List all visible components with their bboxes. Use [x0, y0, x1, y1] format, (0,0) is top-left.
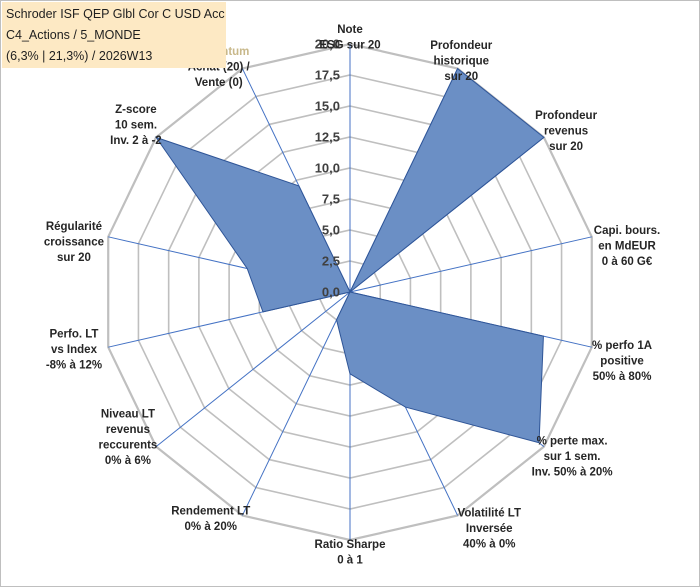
- axis-label-1-line-0: Profondeur: [430, 40, 492, 52]
- axis-label-3-line-1: en MdEUR: [598, 240, 656, 252]
- spoke-9: [155, 291, 351, 448]
- chart-title-line-1: Schroder ISF QEP Glbl Cor C USD Acc: [6, 7, 225, 21]
- axis-label-2-line-0: Profondeur: [535, 110, 597, 122]
- axis-label-12: Z-score 10 sem. Inv. 2 à -2: [110, 104, 162, 147]
- tick-label-5: 12,5: [315, 130, 340, 145]
- tick-label-3: 7,5: [322, 192, 340, 207]
- axis-label-10-line-1: vs Index: [51, 344, 98, 356]
- axis-label-6-line-0: Volatilité LT: [458, 507, 521, 519]
- axis-label-7-line-0: Ratio Sharpe: [315, 539, 386, 551]
- tick-label-8: 20,0: [315, 37, 340, 52]
- axis-label-5-line-1: sur 1 sem.: [544, 451, 601, 463]
- axis-label-0-line-1: ESG sur 20: [319, 40, 380, 52]
- axis-label-6-line-2: 40% à 0%: [463, 538, 515, 550]
- axis-label-9: Niveau LT revenus reccurents 0% à 6%: [99, 408, 158, 467]
- axis-label-11-line-2: sur 20: [57, 252, 91, 264]
- tick-label-2: 5,0: [322, 223, 340, 238]
- axis-label-11: Régularité croissance sur 20: [44, 221, 104, 264]
- axis-label-3-line-0: Capi. bours.: [594, 225, 660, 237]
- axis-label-10: Perfo. LT vs Index -8% à 12%: [46, 329, 102, 372]
- axis-label-1-line-1: historique: [433, 56, 489, 68]
- axis-label-0: Note ESG sur 20: [319, 24, 380, 52]
- tick-label-6: 15,0: [315, 99, 340, 114]
- axis-label-4-line-1: positive: [600, 355, 643, 367]
- axis-label-11-line-1: croissance: [44, 236, 104, 248]
- axis-label-7: Ratio Sharpe 0 à 1: [315, 539, 386, 567]
- axis-label-4: % perfo 1A positive 50% à 80%: [592, 340, 652, 383]
- spoke-3: [349, 236, 592, 293]
- axis-label-8-line-0: Rendement LT: [171, 505, 250, 517]
- axis-label-9-line-1: revenus: [106, 424, 150, 436]
- axis-label-3: Capi. bours. en MdEUR 0 à 60 G€: [594, 225, 660, 268]
- axis-label-8: Rendement LT 0% à 20%: [171, 505, 250, 533]
- axis-label-7-line-1: 0 à 1: [337, 555, 363, 567]
- axis-label-1-line-2: sur 20: [444, 71, 478, 83]
- axis-label-8-line-1: 0% à 20%: [185, 521, 237, 533]
- axis-label-10-line-0: Perfo. LT: [49, 329, 98, 341]
- axis-label-2-line-2: sur 20: [549, 141, 583, 153]
- axis-label-12-line-1: 10 sem.: [115, 120, 157, 132]
- axis-label-11-line-0: Régularité: [46, 221, 102, 233]
- axis-label-1: Profondeur historique sur 20: [430, 40, 492, 83]
- axis-label-12-line-0: Z-score: [115, 104, 157, 116]
- axis-label-4-line-2: 50% à 80%: [593, 371, 652, 383]
- series-polygon: [154, 67, 545, 444]
- chart-title-line-2: C4_Actions / 5_MONDE: [6, 28, 141, 42]
- axis-label-9-line-2: reccurents: [99, 439, 158, 451]
- axis-label-2: Profondeur revenus sur 20: [535, 110, 597, 153]
- axis-label-0-line-0: Note: [337, 24, 363, 36]
- axis-label-6: Volatilité LT Inversée 40% à 0%: [458, 507, 521, 550]
- chart-title-box: Schroder ISF QEP Glbl Cor C USD Acc C4_A…: [2, 2, 226, 68]
- label-layer: Note ESG sur 20 Profondeur historique sur 20…: [44, 24, 660, 567]
- axis-label-3-line-2: 0 à 60 G€: [602, 256, 653, 268]
- tick-label-7: 17,5: [315, 68, 340, 83]
- tick-layer: 0,0 2,5 5,0 7,5 10,0 12,5 15,0 17,5 20,0: [315, 37, 340, 300]
- axis-label-6-line-1: Inversée: [466, 523, 513, 535]
- axis-label-13-line-2: Vente (0): [195, 77, 243, 89]
- axis-label-5: % perte max. sur 1 sem. Inv. 50% à 20%: [532, 435, 613, 478]
- chart-title-line-3: (6,3% | 21,3%) / 2026W13: [6, 49, 153, 63]
- axis-label-2-line-1: revenus: [544, 126, 588, 138]
- data-layer: [154, 67, 545, 444]
- axis-label-4-line-0: % perfo 1A: [592, 340, 652, 352]
- axis-label-12-line-2: Inv. 2 à -2: [110, 135, 162, 147]
- axis-label-9-line-0: Niveau LT: [101, 408, 155, 420]
- spoke-8: [241, 291, 351, 516]
- axis-label-5-line-0: % perte max.: [537, 435, 608, 447]
- tick-label-4: 10,0: [315, 161, 340, 176]
- tick-label-1: 2,5: [322, 254, 340, 269]
- axis-label-10-line-2: -8% à 12%: [46, 360, 102, 372]
- tick-label-0: 0,0: [322, 285, 340, 300]
- axis-label-9-line-3: 0% à 6%: [105, 455, 151, 467]
- axis-label-5-line-2: Inv. 50% à 20%: [532, 466, 613, 478]
